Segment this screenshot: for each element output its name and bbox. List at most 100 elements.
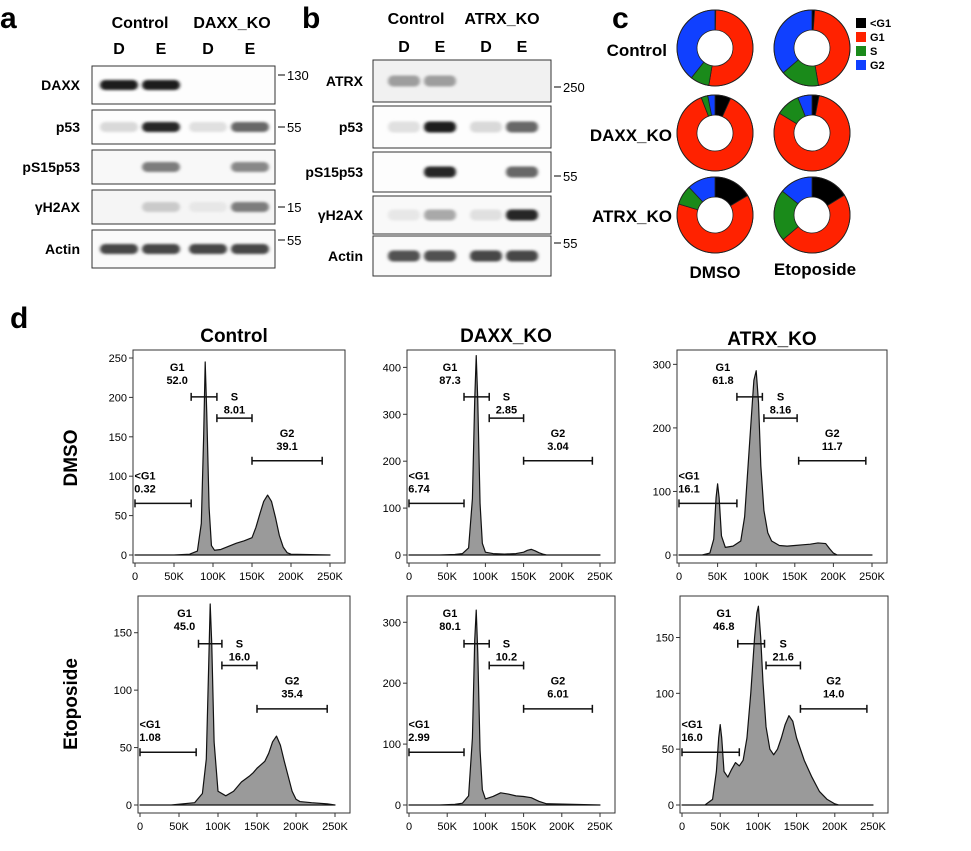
blot-band	[424, 121, 456, 133]
donut-outline	[676, 94, 754, 172]
y-tick-label: 300	[383, 617, 401, 629]
donut-outline	[676, 176, 754, 254]
blot-band	[506, 121, 538, 133]
blot-band	[506, 209, 538, 221]
x-tick-label: 250K	[859, 571, 885, 583]
blot-band	[142, 162, 180, 172]
blot-protein-label: ATRX	[326, 73, 364, 89]
y-tick-label: 100	[653, 486, 671, 498]
blot-band	[424, 250, 456, 262]
donut-outline	[676, 9, 754, 87]
gate-percent: 80.1	[439, 621, 460, 633]
blot-band	[231, 162, 269, 172]
x-tick-label: 0	[406, 821, 412, 833]
blot-band	[100, 80, 138, 90]
blot-row: γH2AX 15	[35, 189, 301, 225]
x-tick-label: 50K	[169, 821, 189, 833]
x-tick-label: 100K	[746, 821, 772, 833]
y-tick-label: 200	[109, 392, 127, 404]
blot-band	[424, 166, 456, 178]
y-tick-label: 150	[109, 432, 127, 444]
gate-percent: 16.1	[678, 484, 699, 496]
gate-label: <G1	[408, 471, 429, 483]
blot-band	[231, 202, 269, 212]
y-tick-label: 150	[656, 633, 674, 645]
plot-frame	[406, 349, 616, 564]
x-tick-label: 200K	[549, 571, 575, 583]
blot-protein-label: γH2AX	[318, 207, 364, 223]
y-tick-label: 400	[383, 362, 401, 374]
legend-label: G2	[870, 60, 885, 72]
lane-label: D	[113, 41, 125, 58]
mw-marker-label: 55	[287, 120, 301, 135]
x-tick-label: 50K	[708, 571, 728, 583]
blot-band	[100, 122, 138, 132]
donut-slice-g2	[773, 9, 813, 74]
gate-label: G2	[551, 675, 566, 687]
legend-swatch-s	[856, 46, 866, 56]
donut-col-label: DMSO	[690, 263, 741, 282]
blot-stack-a: DAXX 130 p53 55 pS15p53 γH2AX 15 Actin 55	[22, 65, 309, 269]
blot-row: p53	[339, 105, 552, 149]
y-tick-label: 200	[383, 456, 401, 468]
blot-band	[424, 75, 456, 87]
plot-frame	[676, 349, 888, 564]
x-tick-label: 100K	[473, 821, 499, 833]
gate-percent: 10.2	[496, 652, 517, 664]
blot-band	[100, 244, 138, 254]
plot-frame	[132, 349, 346, 564]
x-tick-label: 100K	[473, 571, 499, 583]
mw-marker-label: 15	[287, 200, 301, 215]
lane-label: D	[480, 39, 492, 56]
donut-legend: <G1 G1 S G2	[856, 18, 891, 72]
blot-band	[142, 122, 180, 132]
histogram-row-label: Etoposide	[61, 658, 82, 750]
gate-percent: 16.0	[681, 732, 702, 744]
legend-swatch-g2	[856, 60, 866, 70]
gate-label: G2	[826, 675, 841, 687]
mw-marker-label: 55	[563, 236, 577, 251]
gate-label: <G1	[139, 719, 160, 731]
gate-percent: 39.1	[276, 441, 297, 453]
legend-swatch-lt-g1	[856, 18, 866, 28]
x-tick-label: 200K	[549, 821, 575, 833]
blot-band	[189, 202, 227, 212]
blot-band	[388, 250, 420, 262]
lane-label: D	[398, 39, 410, 56]
x-tick-label: 50K	[710, 821, 730, 833]
x-tick-label: 100K	[743, 571, 769, 583]
donut-outline	[773, 94, 851, 172]
y-tick-label: 0	[395, 550, 401, 562]
blot-protein-label: Actin	[328, 248, 363, 264]
donut-row-label: ATRX_KO	[592, 207, 672, 226]
gate-label: G1	[177, 608, 192, 620]
y-tick-label: 50	[120, 743, 132, 755]
gate-label: <G1	[678, 471, 699, 483]
gate-percent: 45.0	[174, 621, 195, 633]
blot-protein-label: Actin	[45, 241, 80, 257]
panel-a-letter: a	[0, 2, 17, 35]
donut-grid	[676, 9, 851, 254]
donut-row-label: Control	[607, 41, 667, 60]
gate-percent: 8.01	[224, 405, 245, 417]
x-tick-label: 200K	[821, 571, 847, 583]
blot-band	[142, 244, 180, 254]
y-tick-label: 100	[383, 503, 401, 515]
panel-b-letter: b	[302, 2, 320, 35]
y-tick-label: 100	[114, 685, 132, 697]
mw-marker-label: 55	[287, 233, 301, 248]
gate-label: <G1	[408, 719, 429, 731]
blot-band	[470, 121, 502, 133]
y-tick-label: 250	[109, 353, 127, 365]
y-tick-label: 100	[383, 739, 401, 751]
x-tick-label: 100K	[200, 571, 226, 583]
legend-label: G1	[870, 32, 885, 44]
lane-label: E	[435, 39, 446, 56]
plot-frame	[137, 595, 351, 814]
donut-slice-g1	[708, 9, 754, 87]
gate-label: S	[236, 639, 243, 651]
blot-protein-label: pS15p53	[305, 164, 363, 180]
x-tick-label: 150K	[784, 821, 810, 833]
